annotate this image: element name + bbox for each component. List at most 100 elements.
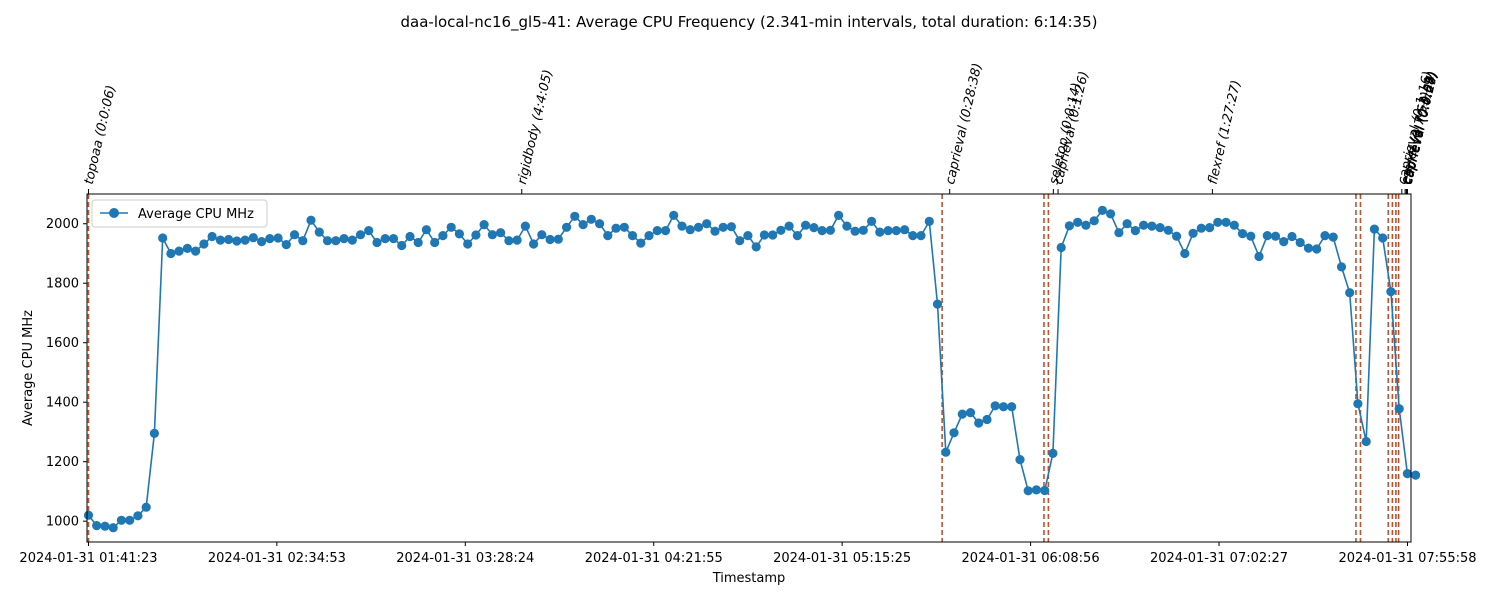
data-point bbox=[322, 236, 333, 246]
data-point bbox=[191, 246, 201, 256]
data-point bbox=[372, 237, 382, 248]
data-point bbox=[570, 211, 580, 221]
data-point bbox=[339, 234, 349, 244]
data-point bbox=[1073, 217, 1083, 227]
data-point bbox=[405, 231, 415, 242]
data-point bbox=[331, 236, 341, 246]
data-point bbox=[900, 225, 910, 235]
data-point bbox=[586, 214, 596, 224]
axes: 1000 1200 1400 1600 1800 2000 2024-01-31 01:41… bbox=[19, 193, 1477, 566]
data-point bbox=[364, 226, 374, 236]
data-point bbox=[801, 220, 811, 230]
x-tick-label: 2024-01-31 07:02:27 bbox=[1150, 551, 1288, 566]
data-point bbox=[520, 221, 531, 231]
data-point bbox=[133, 511, 143, 521]
event-label: caprieval (0:28:38) bbox=[943, 62, 986, 186]
data-point bbox=[562, 222, 572, 232]
data-point bbox=[883, 226, 893, 236]
data-point bbox=[1180, 248, 1190, 259]
data-point bbox=[1378, 233, 1388, 243]
legend-entry: Average CPU MHz bbox=[138, 207, 254, 222]
data-point bbox=[1394, 404, 1404, 414]
x-tick-label: 2024-01-31 01:41:23 bbox=[19, 551, 157, 566]
data-point bbox=[1023, 486, 1033, 496]
data-point bbox=[998, 402, 1009, 412]
data-point bbox=[1254, 251, 1264, 262]
data-point bbox=[792, 231, 803, 241]
data-point bbox=[842, 221, 852, 231]
data-point bbox=[116, 515, 126, 525]
data-point bbox=[1328, 232, 1338, 242]
data-point bbox=[265, 234, 275, 244]
data-point bbox=[1312, 244, 1322, 254]
data-point bbox=[834, 210, 844, 220]
data-point bbox=[487, 230, 497, 240]
data-point bbox=[347, 235, 357, 245]
data-point bbox=[1040, 485, 1050, 496]
data-point bbox=[677, 221, 687, 231]
data-point bbox=[1139, 220, 1149, 230]
data-point bbox=[1295, 237, 1305, 248]
data-point bbox=[100, 521, 110, 531]
data-point bbox=[693, 222, 704, 232]
data-point bbox=[1246, 231, 1256, 241]
data-point bbox=[182, 243, 192, 253]
data-point bbox=[1056, 242, 1066, 253]
data-point bbox=[669, 210, 679, 220]
y-tick-label: 1400 bbox=[46, 396, 79, 411]
data-point bbox=[982, 414, 992, 425]
data-point bbox=[751, 242, 761, 252]
x-axis-label: Timestamp bbox=[712, 571, 786, 586]
data-point bbox=[809, 223, 819, 233]
data-point bbox=[355, 230, 366, 240]
series-average-cpu-mhz bbox=[83, 205, 1421, 533]
data-point bbox=[248, 233, 258, 243]
data-point bbox=[1213, 217, 1223, 227]
data-point bbox=[125, 515, 135, 525]
data-point bbox=[957, 409, 967, 419]
data-point bbox=[1402, 469, 1412, 479]
legend-marker-swatch bbox=[109, 208, 119, 218]
data-point bbox=[1114, 228, 1124, 238]
data-point bbox=[932, 299, 943, 309]
data-point bbox=[1106, 209, 1116, 219]
data-point bbox=[1089, 216, 1099, 226]
data-point bbox=[726, 222, 737, 232]
data-point bbox=[463, 239, 473, 249]
event-vertical-lines bbox=[87, 194, 1400, 542]
data-point bbox=[388, 234, 399, 244]
data-point bbox=[199, 239, 209, 249]
data-point bbox=[611, 223, 621, 233]
data-point bbox=[1205, 223, 1215, 233]
data-point bbox=[1386, 287, 1396, 297]
data-point bbox=[636, 238, 646, 248]
data-point bbox=[1279, 237, 1289, 247]
data-point bbox=[1270, 231, 1281, 241]
data-point bbox=[430, 237, 440, 248]
data-point bbox=[438, 231, 448, 241]
data-point bbox=[908, 231, 918, 241]
data-point bbox=[479, 220, 489, 230]
y-axis-label: Average CPU MHz bbox=[21, 310, 36, 426]
data-point bbox=[158, 233, 168, 243]
plot-frame bbox=[86, 193, 1412, 543]
data-point bbox=[314, 227, 324, 237]
data-point bbox=[496, 228, 506, 238]
data-point bbox=[108, 523, 118, 533]
data-point bbox=[273, 233, 283, 243]
data-point bbox=[743, 231, 753, 241]
data-point bbox=[281, 240, 291, 250]
data-point bbox=[529, 239, 539, 249]
data-point bbox=[1237, 229, 1248, 239]
x-tick-label: 2024-01-31 02:34:53 bbox=[208, 551, 346, 566]
data-point bbox=[1007, 402, 1017, 412]
data-point bbox=[141, 502, 151, 512]
x-tick-label: 2024-01-31 04:21:55 bbox=[585, 551, 723, 566]
data-point bbox=[166, 248, 176, 259]
data-point bbox=[224, 234, 234, 245]
y-tick-label: 1800 bbox=[46, 277, 79, 292]
x-tick-label: 2024-01-31 07:55:58 bbox=[1338, 551, 1476, 566]
data-point bbox=[1122, 219, 1132, 229]
legend: Average CPU MHz bbox=[91, 199, 268, 228]
data-point bbox=[974, 418, 984, 428]
